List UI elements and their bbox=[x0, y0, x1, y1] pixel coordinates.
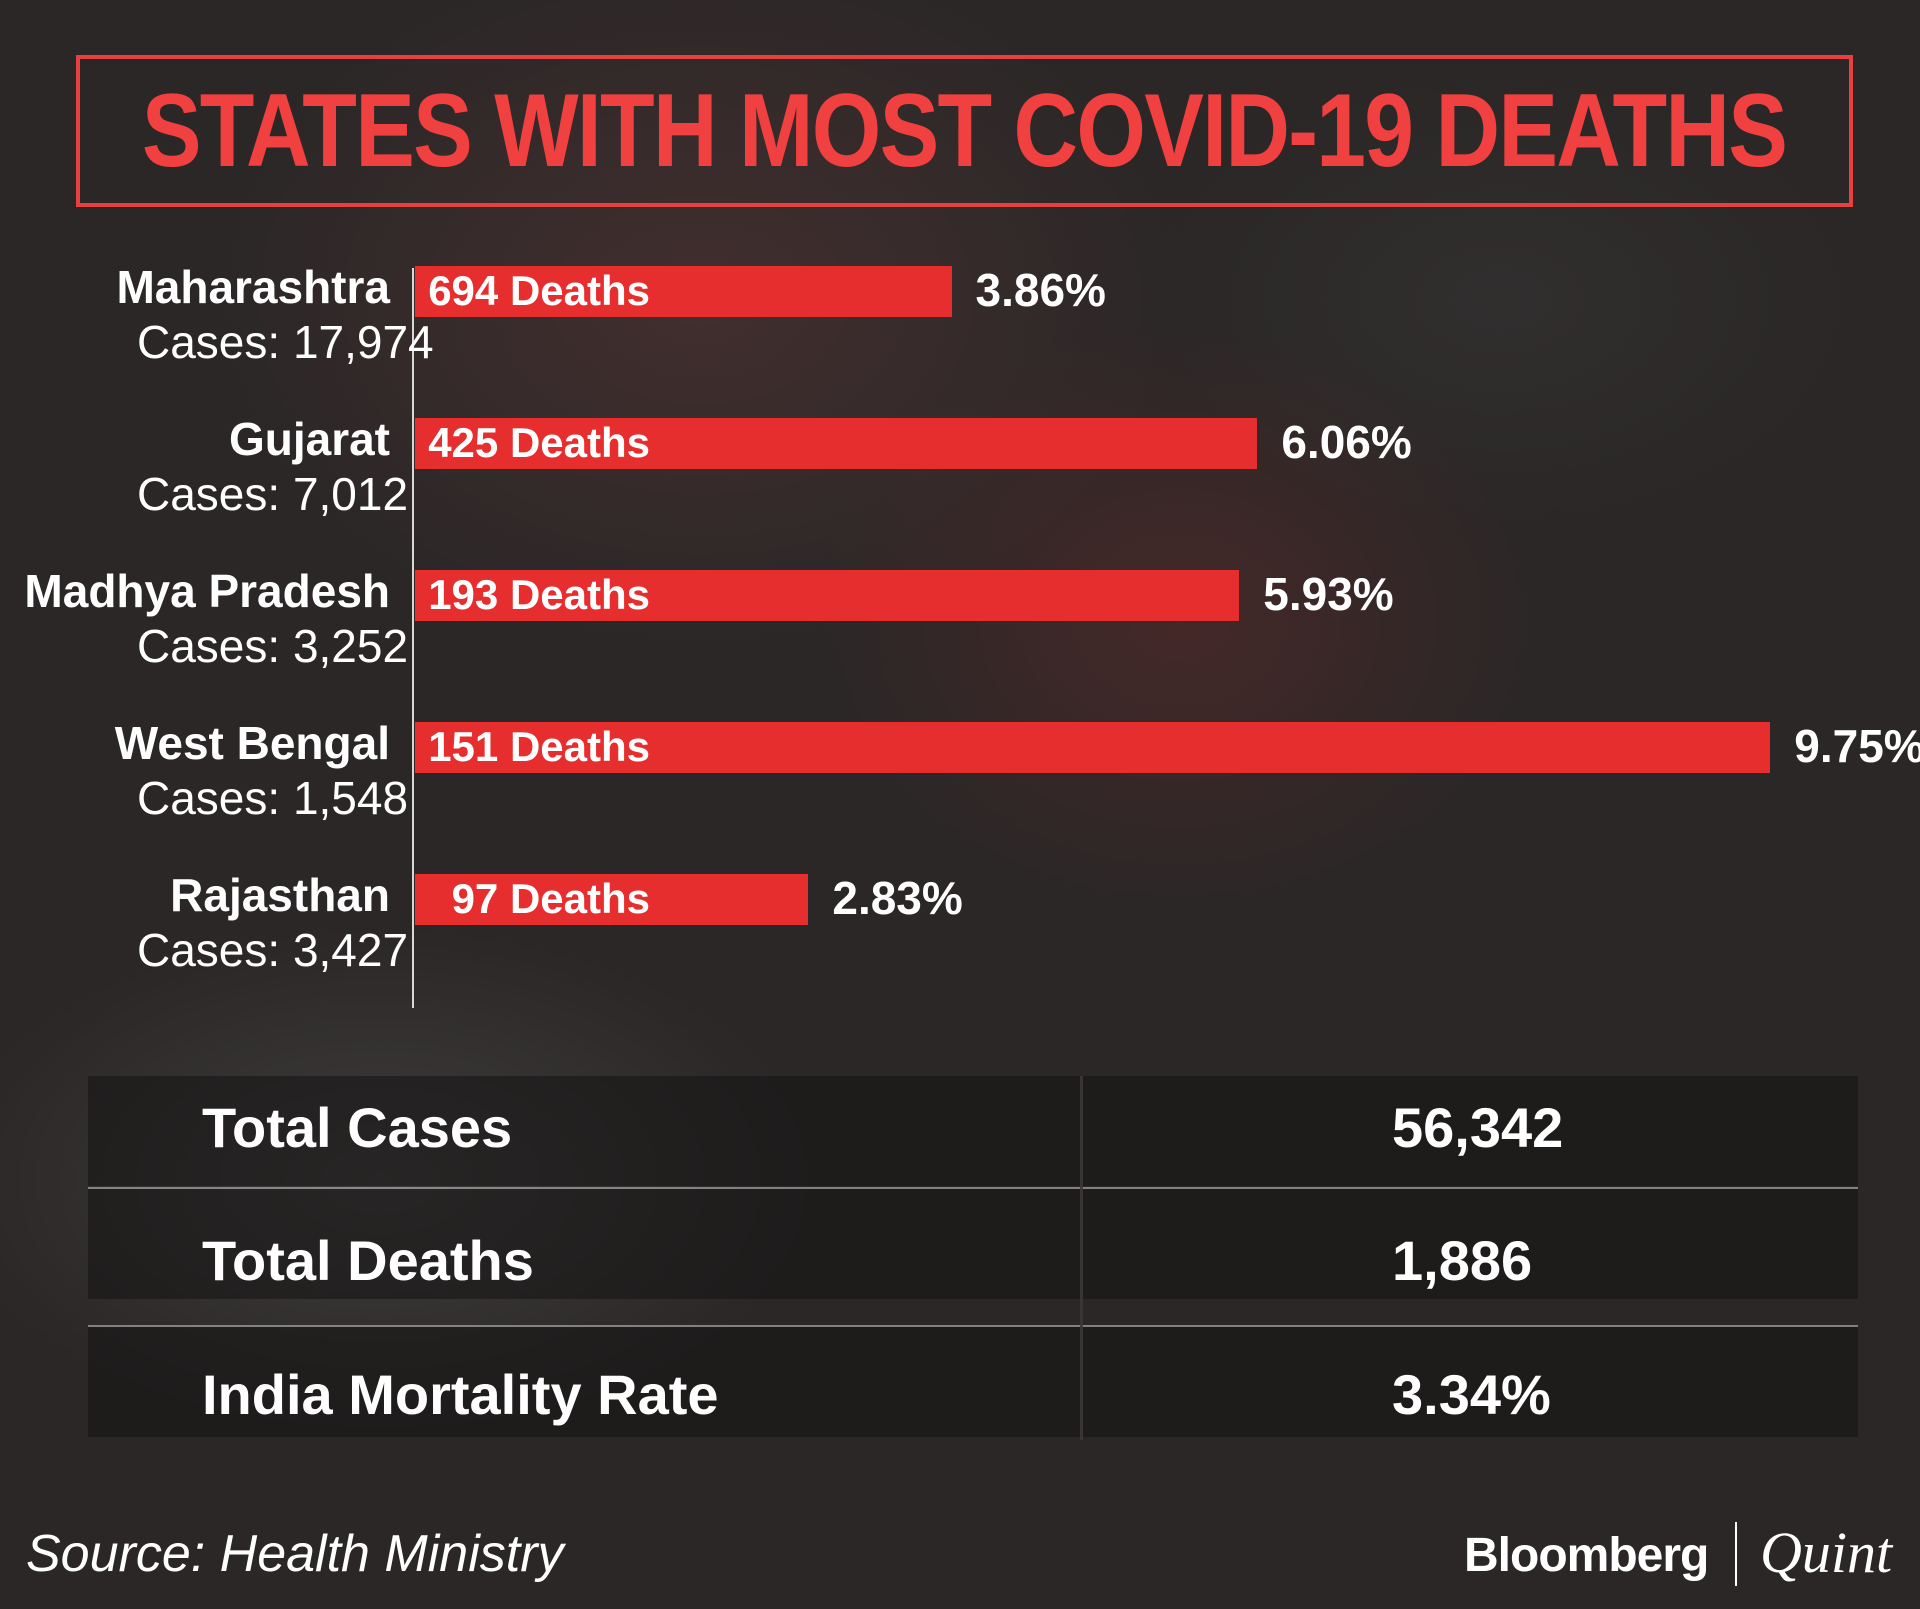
summary-value-mortality-rate: 3.34% bbox=[1392, 1363, 1551, 1426]
chart-title: STATES WITH MOST COVID-19 DEATHS bbox=[142, 73, 1788, 189]
cases-label: Cases: 3,427 bbox=[137, 924, 409, 976]
cases-label: Cases: 1,548 bbox=[137, 772, 409, 824]
summary-column-divider bbox=[1080, 1076, 1083, 1440]
bar: 151 Deaths bbox=[415, 721, 1771, 773]
y-axis-line bbox=[412, 268, 414, 1008]
bar-deaths-label: 193 Deaths bbox=[428, 571, 650, 618]
summary-value-total-deaths: 1,886 bbox=[1392, 1229, 1533, 1292]
title-box: STATES WITH MOST COVID-19 DEATHS bbox=[76, 55, 1853, 207]
summary-row-total-deaths bbox=[88, 1189, 1858, 1299]
summary-table: Total Cases 56,342 Total Deaths 1,886 In… bbox=[88, 1076, 1858, 1440]
summary-label-total-deaths: Total Deaths bbox=[202, 1229, 534, 1292]
bar: 97 Deaths bbox=[415, 873, 809, 925]
bar-value-label: 5.93% bbox=[1263, 568, 1394, 620]
quint-logo: Quint bbox=[1760, 1520, 1893, 1585]
bar-deaths-label: 97 Deaths bbox=[451, 875, 650, 922]
bar-value-label: 6.06% bbox=[1281, 416, 1412, 468]
summary-row-total-cases bbox=[88, 1076, 1858, 1186]
cases-label: Cases: 7,012 bbox=[137, 468, 409, 520]
bar: 425 Deaths bbox=[415, 417, 1258, 469]
state-label: Madhya Pradesh bbox=[24, 565, 390, 617]
summary-label-mortality-rate: India Mortality Rate bbox=[202, 1363, 719, 1426]
state-label: West Bengal bbox=[114, 717, 390, 769]
state-label: Rajasthan bbox=[170, 869, 390, 921]
summary-divider bbox=[88, 1325, 1858, 1327]
summary-divider bbox=[88, 1187, 1858, 1189]
bloomberg-logo: Bloomberg bbox=[1464, 1529, 1709, 1582]
summary-row-mortality-rate bbox=[88, 1327, 1858, 1437]
cases-label: Cases: 3,252 bbox=[137, 620, 409, 672]
bar-deaths-label: 425 Deaths bbox=[428, 419, 650, 466]
bar-value-label: 3.86% bbox=[975, 264, 1106, 316]
bar: 694 Deaths bbox=[415, 265, 952, 317]
logo-separator bbox=[1735, 1522, 1737, 1586]
bar: 193 Deaths bbox=[415, 569, 1240, 621]
state-label: Maharashtra bbox=[116, 261, 390, 313]
bar-deaths-label: 151 Deaths bbox=[428, 723, 650, 770]
source-note: Source: Health Ministry bbox=[26, 1525, 564, 1583]
bar-value-label: 9.75% bbox=[1794, 720, 1920, 772]
bar-value-label: 2.83% bbox=[832, 872, 963, 924]
summary-label-total-cases: Total Cases bbox=[202, 1096, 513, 1159]
cases-label: Cases: 17,974 bbox=[137, 316, 434, 368]
bar-deaths-label: 694 Deaths bbox=[428, 267, 650, 314]
summary-value-total-cases: 56,342 bbox=[1392, 1096, 1564, 1159]
state-label: Gujarat bbox=[228, 413, 390, 465]
